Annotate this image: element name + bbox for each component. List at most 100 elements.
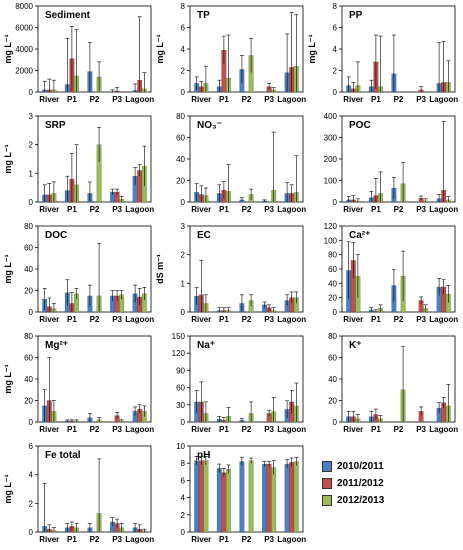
x-tick-label: River xyxy=(191,95,211,104)
y-tick-label: 60 xyxy=(24,244,33,253)
x-tick-label: P1 xyxy=(371,315,381,324)
plot-area xyxy=(189,335,304,423)
x-tick-label: P2 xyxy=(90,535,100,544)
y-tick-label: 0 xyxy=(333,88,338,97)
x-tick-label: Lagoon xyxy=(429,205,458,214)
x-tick-label: P3 xyxy=(264,205,274,214)
y-tick-label: 3 xyxy=(29,112,34,121)
y-tick-label: 2000 xyxy=(15,67,33,76)
x-tick-label: P2 xyxy=(242,315,252,324)
x-tick-label: P2 xyxy=(242,425,252,434)
bar xyxy=(221,472,227,533)
x-tick-label: P3 xyxy=(264,425,274,434)
legend-item: 2011/2012 xyxy=(322,475,442,492)
x-tick-label: River xyxy=(191,535,211,544)
y-axis-label: mg L⁻¹ xyxy=(3,474,13,503)
y-tick-label: 80 xyxy=(24,222,33,231)
y-tick-label: 6 xyxy=(181,476,186,485)
x-tick-label: P1 xyxy=(371,425,381,434)
bar xyxy=(266,463,272,533)
bar xyxy=(271,467,277,533)
x-tick-label: Lagoon xyxy=(277,315,306,324)
y-tick-label: 2 xyxy=(333,67,338,76)
y-tick-label: 8 xyxy=(333,2,338,11)
legend-item: 2010/2011 xyxy=(322,458,442,475)
panel-title: Na⁺ xyxy=(197,340,215,351)
y-tick-label: 60 xyxy=(24,354,33,363)
x-tick-label: P3 xyxy=(112,535,122,544)
y-tick-label: 2 xyxy=(181,251,186,260)
plot-area xyxy=(189,115,304,203)
plot-area xyxy=(189,445,304,533)
y-axis-label: mg L⁻¹ xyxy=(3,34,13,63)
bar xyxy=(216,468,222,533)
bar xyxy=(225,469,231,533)
y-tick-label: 0 xyxy=(181,198,186,207)
y-tick-label: 80 xyxy=(328,251,337,260)
y-tick-label: 0 xyxy=(181,308,186,317)
plot-area xyxy=(189,5,304,93)
bar xyxy=(203,460,209,533)
y-tick-label: 80 xyxy=(176,112,185,121)
y-tick-label: 40 xyxy=(24,265,33,274)
y-tick-label: 300 xyxy=(324,134,338,143)
y-tick-label: 0 xyxy=(29,308,34,317)
y-tick-label: 30 xyxy=(176,401,185,410)
y-tick-label: 20 xyxy=(328,294,337,303)
y-tick-label: 120 xyxy=(324,222,338,231)
x-tick-label: P1 xyxy=(219,205,229,214)
y-tick-label: 2 xyxy=(181,511,186,520)
y-tick-label: 20 xyxy=(24,287,33,296)
panel-title: PP xyxy=(349,10,363,21)
panel-title: EC xyxy=(197,230,211,241)
x-tick-label: P1 xyxy=(371,205,381,214)
panel-title: POC xyxy=(349,120,371,131)
x-tick-label: P1 xyxy=(67,535,77,544)
legend-label: 2011/2012 xyxy=(337,478,384,489)
panel-title: DOC xyxy=(45,230,67,241)
y-tick-label: 60 xyxy=(176,134,185,143)
x-tick-label: P3 xyxy=(416,425,426,434)
x-tick-label: P2 xyxy=(242,205,252,214)
x-tick-label: P3 xyxy=(416,315,426,324)
y-axis-label: dS m⁻¹ xyxy=(155,254,165,284)
x-tick-label: River xyxy=(343,425,363,434)
bar xyxy=(239,461,245,533)
x-tick-label: P1 xyxy=(371,95,381,104)
x-tick-label: P3 xyxy=(112,315,122,324)
panel-title: NO₃⁻ xyxy=(197,120,222,131)
x-tick-label: P1 xyxy=(219,315,229,324)
x-tick-label: P2 xyxy=(394,425,404,434)
x-tick-label: P1 xyxy=(219,95,229,104)
y-tick-label: 60 xyxy=(176,384,185,393)
x-tick-label: Lagoon xyxy=(277,205,306,214)
y-tick-label: 4 xyxy=(29,471,34,480)
plot-area xyxy=(37,335,152,423)
x-tick-label: P1 xyxy=(67,425,77,434)
x-tick-label: P2 xyxy=(394,205,404,214)
y-tick-label: 2 xyxy=(181,67,186,76)
y-tick-label: 40 xyxy=(328,375,337,384)
panel-title: SRP xyxy=(45,120,66,131)
y-tick-label: 90 xyxy=(176,366,185,375)
y-tick-label: 20 xyxy=(24,397,33,406)
x-tick-label: P3 xyxy=(416,205,426,214)
y-tick-label: 4 xyxy=(181,45,186,54)
x-tick-label: Lagoon xyxy=(277,425,306,434)
y-tick-label: 2 xyxy=(29,141,34,150)
x-tick-label: River xyxy=(343,95,363,104)
x-tick-label: P2 xyxy=(242,535,252,544)
x-tick-label: River xyxy=(343,205,363,214)
plot-area xyxy=(37,445,152,533)
y-tick-label: 0 xyxy=(29,88,34,97)
y-axis-label: mg L⁻¹ xyxy=(155,34,165,63)
x-tick-label: P2 xyxy=(394,315,404,324)
panel-title: K⁺ xyxy=(349,340,362,351)
y-tick-label: 100 xyxy=(324,177,338,186)
plot-area xyxy=(189,225,304,313)
y-tick-label: 2 xyxy=(29,499,34,508)
panel-title: Fe total xyxy=(45,450,81,461)
plot-area xyxy=(37,5,152,93)
y-tick-label: 80 xyxy=(24,332,33,341)
